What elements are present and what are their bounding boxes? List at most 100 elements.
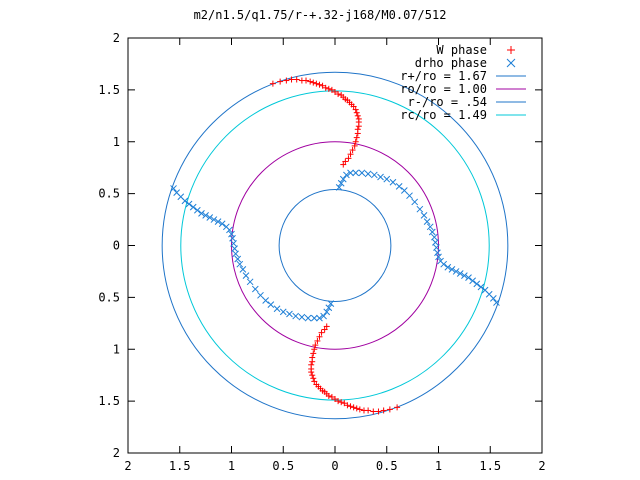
legend-label: r-/ro = .54 bbox=[408, 95, 487, 109]
w-phase-point bbox=[332, 396, 338, 403]
drho-phase-point bbox=[218, 220, 226, 228]
drho-phase-point bbox=[262, 297, 270, 304]
x-axis: 2 1.5 1 0.5 0 0.5 1 1.5 2 bbox=[124, 38, 546, 473]
drho-phase-point bbox=[298, 313, 306, 321]
legend-label: W phase bbox=[436, 43, 487, 57]
w-phase-point bbox=[335, 398, 342, 405]
w-phase-point bbox=[309, 372, 316, 379]
drho-phase-point bbox=[257, 291, 264, 299]
reference-circles bbox=[161, 71, 509, 420]
w-phase-point bbox=[349, 147, 356, 154]
drho-phase-point bbox=[193, 206, 201, 214]
w-phase-point bbox=[316, 81, 323, 88]
y-tick-label: 1 bbox=[113, 135, 120, 149]
drho-phase-point bbox=[273, 305, 281, 313]
w-phase-point bbox=[345, 155, 352, 162]
w-phase-point bbox=[356, 406, 363, 413]
w-phase-point bbox=[332, 88, 338, 95]
drho-phase-point bbox=[234, 255, 242, 263]
drho-phase-point bbox=[335, 184, 343, 191]
drho-phase-point bbox=[206, 214, 214, 221]
legend-swatch bbox=[506, 58, 516, 68]
chart-title: m2/n1.5/q1.75/r-+.32-j168/M0.07/512 bbox=[194, 8, 447, 22]
legend-label: ro/ro = 1.00 bbox=[400, 82, 487, 96]
w-phase-point bbox=[344, 402, 351, 409]
drho-phase-point bbox=[434, 249, 441, 257]
drho-phase-point bbox=[202, 212, 209, 219]
w-phase-point bbox=[309, 354, 316, 361]
drho-phase-point bbox=[416, 205, 424, 213]
drho-phase-point bbox=[246, 278, 254, 286]
y-tick-label: 0.5 bbox=[98, 290, 120, 304]
drho-phase-point bbox=[304, 314, 312, 322]
w-phase-point bbox=[314, 337, 321, 344]
drho-phase-point bbox=[181, 197, 189, 205]
drho-phase-point bbox=[239, 266, 247, 273]
y-tick-label: 1.5 bbox=[98, 394, 120, 408]
w-phase-point bbox=[288, 76, 295, 83]
w-phase-point bbox=[325, 85, 332, 92]
w-phase-point bbox=[318, 329, 325, 336]
w-phase-point bbox=[311, 378, 318, 385]
drho-phase-point bbox=[465, 274, 472, 282]
drho-phase-point bbox=[469, 277, 477, 285]
drho-phase-point bbox=[389, 178, 397, 186]
w-phase-point bbox=[322, 84, 329, 91]
drho-phase-point bbox=[279, 308, 287, 316]
drho-phase-point bbox=[428, 228, 436, 236]
w-phase-point bbox=[353, 405, 360, 412]
x-tick-label: 1.5 bbox=[169, 459, 191, 473]
x-tick-label: 0.5 bbox=[376, 459, 398, 473]
w-phase-point bbox=[370, 408, 377, 415]
w-phase-point bbox=[380, 407, 387, 414]
drho-phase-point bbox=[358, 169, 366, 177]
w-phase-point bbox=[354, 130, 361, 137]
drho-phase-point bbox=[232, 250, 239, 258]
w-phase-point bbox=[353, 134, 360, 141]
w-phase-point bbox=[355, 123, 362, 130]
w-phase-point bbox=[312, 342, 319, 349]
y-tick-label: 2 bbox=[113, 446, 120, 460]
drho-phase-point bbox=[432, 239, 439, 246]
w-phase-point bbox=[303, 77, 310, 84]
phase-points bbox=[170, 76, 500, 415]
drho-phase-point bbox=[420, 212, 428, 219]
drho-phase-point bbox=[230, 240, 237, 247]
drho-phase-point bbox=[364, 170, 372, 178]
legend-swatch bbox=[507, 46, 515, 54]
w-phase-point bbox=[308, 361, 315, 368]
drho-phase-point bbox=[493, 299, 500, 306]
circle-rc-ro-1-49 bbox=[180, 90, 490, 401]
w-phase-point bbox=[328, 393, 335, 400]
drho-phase-point bbox=[236, 260, 244, 268]
y-tick-label: 1 bbox=[113, 342, 120, 356]
drho-phase-point bbox=[226, 226, 233, 234]
x-tick-label: 0.5 bbox=[272, 459, 294, 473]
drho-phase-point bbox=[310, 314, 318, 322]
x-tick-label: 1 bbox=[228, 459, 235, 473]
drho-phase-point bbox=[210, 216, 218, 223]
drho-phase-point bbox=[461, 272, 468, 279]
drho-phase-point bbox=[198, 209, 205, 217]
w-phase-point bbox=[277, 78, 284, 85]
drho-phase-point bbox=[185, 200, 193, 208]
w-phase-point bbox=[340, 161, 347, 168]
w-phase-point bbox=[319, 82, 326, 89]
drho-phase-point bbox=[267, 301, 275, 308]
drho-phase-point bbox=[242, 272, 250, 279]
drho-phase-point bbox=[426, 223, 434, 231]
x-tick-label: 0 bbox=[331, 459, 338, 473]
x-tick-label: 1.5 bbox=[479, 459, 501, 473]
drho-phase-point bbox=[452, 268, 460, 275]
drho-phase-point bbox=[400, 187, 408, 194]
w-phase-point bbox=[360, 407, 367, 414]
w-phase-point bbox=[310, 79, 317, 86]
drho-phase-point bbox=[433, 244, 440, 251]
legend-label: drho phase bbox=[415, 56, 487, 70]
w-phase-point bbox=[338, 399, 345, 406]
w-phase-point bbox=[347, 403, 354, 410]
drho-phase-point bbox=[323, 308, 331, 316]
drho-phase-point bbox=[395, 183, 403, 190]
w-phase-point bbox=[316, 333, 323, 340]
